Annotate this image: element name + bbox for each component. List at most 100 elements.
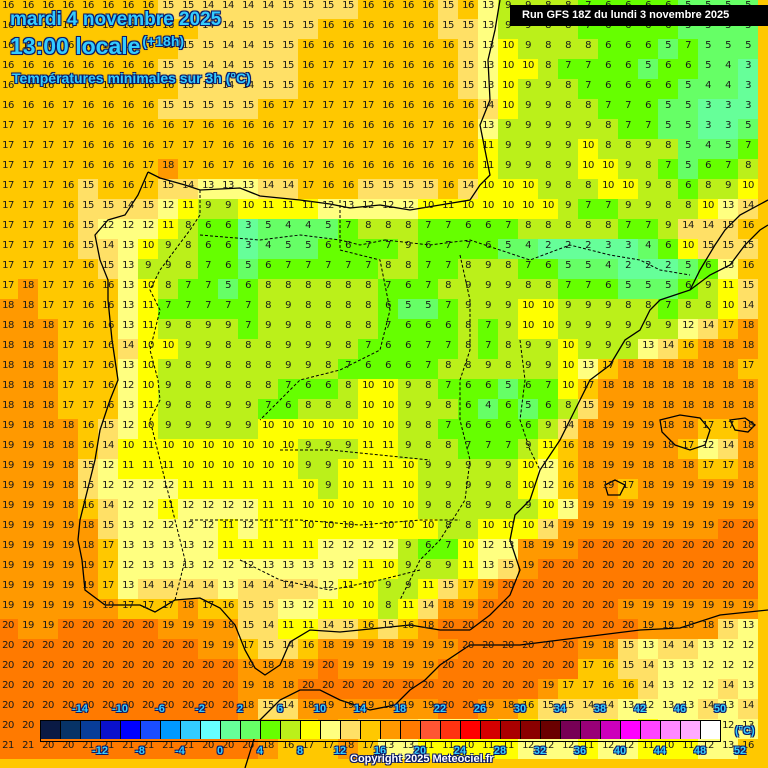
grid-value: 19 <box>622 440 634 451</box>
grid-value: 18 <box>582 480 594 491</box>
field-cell <box>498 139 518 159</box>
grid-value: 5 <box>745 120 751 131</box>
grid-value: 19 <box>62 520 74 531</box>
grid-value: 16 <box>302 60 314 71</box>
grid-value: 16 <box>342 40 354 51</box>
field-cell <box>438 219 458 239</box>
grid-value: 20 <box>2 640 14 651</box>
grid-value: 10 <box>362 420 374 431</box>
grid-value: 19 <box>2 500 14 511</box>
grid-value: 10 <box>602 160 614 171</box>
grid-value: 15 <box>462 60 474 71</box>
grid-value: 13 <box>122 580 134 591</box>
field-cell <box>658 159 678 179</box>
field-cell <box>658 179 678 199</box>
grid-value: 9 <box>485 300 491 311</box>
grid-value: 18 <box>722 360 734 371</box>
legend-tick-top: -6 <box>155 703 165 715</box>
grid-value: 16 <box>322 40 334 51</box>
grid-value: 7 <box>525 260 531 271</box>
grid-value: 14 <box>282 580 294 591</box>
grid-value: 13 <box>182 560 194 571</box>
grid-value: 18 <box>742 320 754 331</box>
grid-value: 19 <box>202 620 214 631</box>
grid-value: 16 <box>382 140 394 151</box>
field-cell <box>618 99 638 119</box>
grid-value: 9 <box>645 200 651 211</box>
grid-value: 19 <box>662 500 674 511</box>
grid-value: 20 <box>502 620 514 631</box>
grid-value: 20 <box>442 660 454 671</box>
grid-value: 18 <box>42 380 54 391</box>
grid-value: 11 <box>362 480 374 491</box>
grid-value: 12 <box>682 320 694 331</box>
grid-value: 12 <box>202 500 214 511</box>
grid-value: 10 <box>162 340 174 351</box>
field-cell <box>498 99 518 119</box>
grid-value: 17 <box>582 680 594 691</box>
grid-value: 9 <box>465 460 471 471</box>
grid-value: 6 <box>505 420 511 431</box>
field-cell <box>518 99 538 119</box>
grid-value: 15 <box>402 180 414 191</box>
grid-value: 11 <box>302 540 314 551</box>
grid-value: 7 <box>665 160 671 171</box>
grid-value: 6 <box>465 420 471 431</box>
grid-value: 17 <box>282 120 294 131</box>
field-cell <box>738 59 758 79</box>
field-cell <box>598 39 618 59</box>
grid-value: 12 <box>742 660 754 671</box>
grid-value: 2 <box>545 240 551 251</box>
grid-value: 7 <box>425 340 431 351</box>
grid-value: 12 <box>122 480 134 491</box>
grid-value: 10 <box>482 520 494 531</box>
grid-value: 7 <box>465 440 471 451</box>
grid-value: 18 <box>642 460 654 471</box>
grid-value: 20 <box>702 580 714 591</box>
grid-value: 10 <box>562 340 574 351</box>
grid-value: 3 <box>745 100 751 111</box>
grid-value: 17 <box>302 120 314 131</box>
grid-value: 19 <box>2 560 14 571</box>
grid-value: 17 <box>2 280 14 291</box>
field-cell <box>0 139 18 159</box>
grid-value: 9 <box>205 340 211 351</box>
grid-value: 17 <box>322 140 334 151</box>
field-cell <box>38 19 58 39</box>
field-cell <box>78 139 98 159</box>
grid-value: 17 <box>362 140 374 151</box>
grid-value: 6 <box>485 420 491 431</box>
grid-value: 16 <box>122 120 134 131</box>
field-cell <box>38 159 58 179</box>
grid-value: 20 <box>522 640 534 651</box>
field-cell <box>538 59 558 79</box>
grid-value: 8 <box>605 140 611 151</box>
legend-swatch <box>321 721 341 739</box>
legend-tick-bottom: 32 <box>533 745 547 757</box>
grid-value: 12 <box>362 200 374 211</box>
grid-value: 13 <box>122 240 134 251</box>
field-cell <box>38 219 58 239</box>
grid-value: 15 <box>242 600 254 611</box>
grid-value: 17 <box>722 320 734 331</box>
grid-value: 11 <box>242 480 254 491</box>
grid-value: 12 <box>222 560 234 571</box>
grid-value: 11 <box>442 200 454 211</box>
grid-value: 11 <box>302 200 314 211</box>
grid-value: 20 <box>62 620 74 631</box>
grid-value: 6 <box>665 80 671 91</box>
legend-tick-top: 50 <box>713 703 727 715</box>
grid-value: 16 <box>82 120 94 131</box>
grid-value: 16 <box>102 380 114 391</box>
grid-value: 8 <box>565 40 571 51</box>
grid-value: 12 <box>142 480 154 491</box>
grid-value: 17 <box>182 120 194 131</box>
grid-value: 8 <box>465 500 471 511</box>
field-cell <box>18 219 38 239</box>
field-cell <box>538 119 558 139</box>
grid-value: 9 <box>525 500 531 511</box>
field-cell <box>578 39 598 59</box>
grid-value: 15 <box>242 20 254 31</box>
grid-value: 10 <box>422 200 434 211</box>
grid-value: 16 <box>102 320 114 331</box>
